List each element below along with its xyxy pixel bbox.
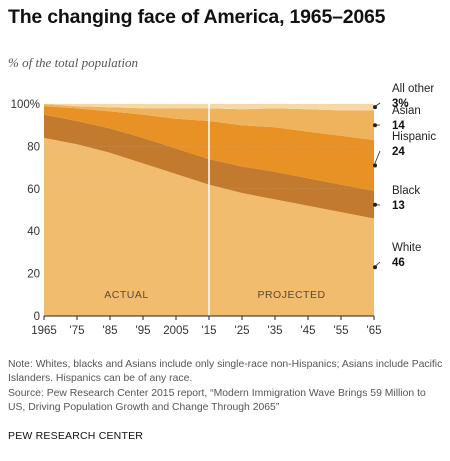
axes: 1965 '75 '85 '95 2005 '15 '25 '35 '45 '55 '65 0 20 40…	[11, 99, 382, 337]
end-dot-white	[373, 265, 377, 270]
x-tick-label: 1965	[31, 325, 57, 337]
x-tick-label: '95	[136, 325, 151, 337]
end-value-black: 13	[392, 200, 405, 212]
x-tick-label: '25	[235, 325, 250, 337]
end-label-asian: Asian	[392, 105, 421, 117]
stacked-area-chart: 1965 '75 '85 '95 2005 '15 '25 '35 '45 '55 '65 0 20 40…	[11, 83, 437, 337]
end-label-white: White	[392, 242, 421, 254]
end-dot-hispanic	[373, 163, 377, 168]
end-value-all-other: 3%	[392, 98, 409, 110]
y-tick-label: 80	[27, 141, 40, 153]
panel-label-projected: PROJECTED	[257, 289, 325, 301]
end-value-hispanic: 24	[392, 146, 405, 158]
gridlines	[44, 102, 374, 316]
y-tick-label: 40	[27, 226, 40, 238]
chart-labels: ACTUAL PROJECTED White 46 Black 13 Hispanic 24 A…	[104, 83, 436, 301]
chart-subtitle: % of the total population	[8, 55, 138, 70]
end-label-black: Black	[392, 185, 420, 197]
y-tick-label: 100%	[11, 99, 40, 111]
y-tick-label: 60	[27, 184, 40, 196]
x-tick-label: '15	[202, 325, 217, 337]
end-label-hispanic: Hispanic	[392, 131, 436, 143]
panel-label-actual: ACTUAL	[104, 289, 148, 301]
x-tick-label: '45	[301, 325, 316, 337]
x-tick-label: 2005	[163, 325, 189, 337]
leader-line-hispanic	[373, 150, 381, 166]
x-tick-label: '75	[70, 325, 85, 337]
end-dot-asian	[373, 123, 377, 128]
x-tick-label: '85	[103, 325, 118, 337]
chart-title: The changing face of America, 1965–2065	[8, 6, 386, 28]
end-dot-all-other	[373, 105, 377, 110]
chart-notes: Note: Whites, blacks and Asians include …	[8, 358, 444, 414]
end-value-asian: 14	[392, 120, 405, 132]
x-tick-label: '65	[367, 325, 382, 337]
y-tick-label: 20	[27, 269, 40, 281]
x-tick-label: '35	[268, 325, 283, 337]
end-dot-black	[373, 202, 377, 207]
area-asian	[44, 104, 374, 140]
end-value-white: 46	[392, 257, 405, 269]
x-tick-label: '55	[334, 325, 349, 337]
note-text: Note: Whites, blacks and Asians include …	[8, 359, 443, 384]
y-tick-label: 0	[34, 311, 40, 323]
publisher-credit: PEW RESEARCH CENTER	[8, 430, 144, 442]
source-text: Source: Pew Research Center 2015 report,…	[8, 388, 426, 413]
end-label-all-other: All other	[392, 83, 434, 95]
